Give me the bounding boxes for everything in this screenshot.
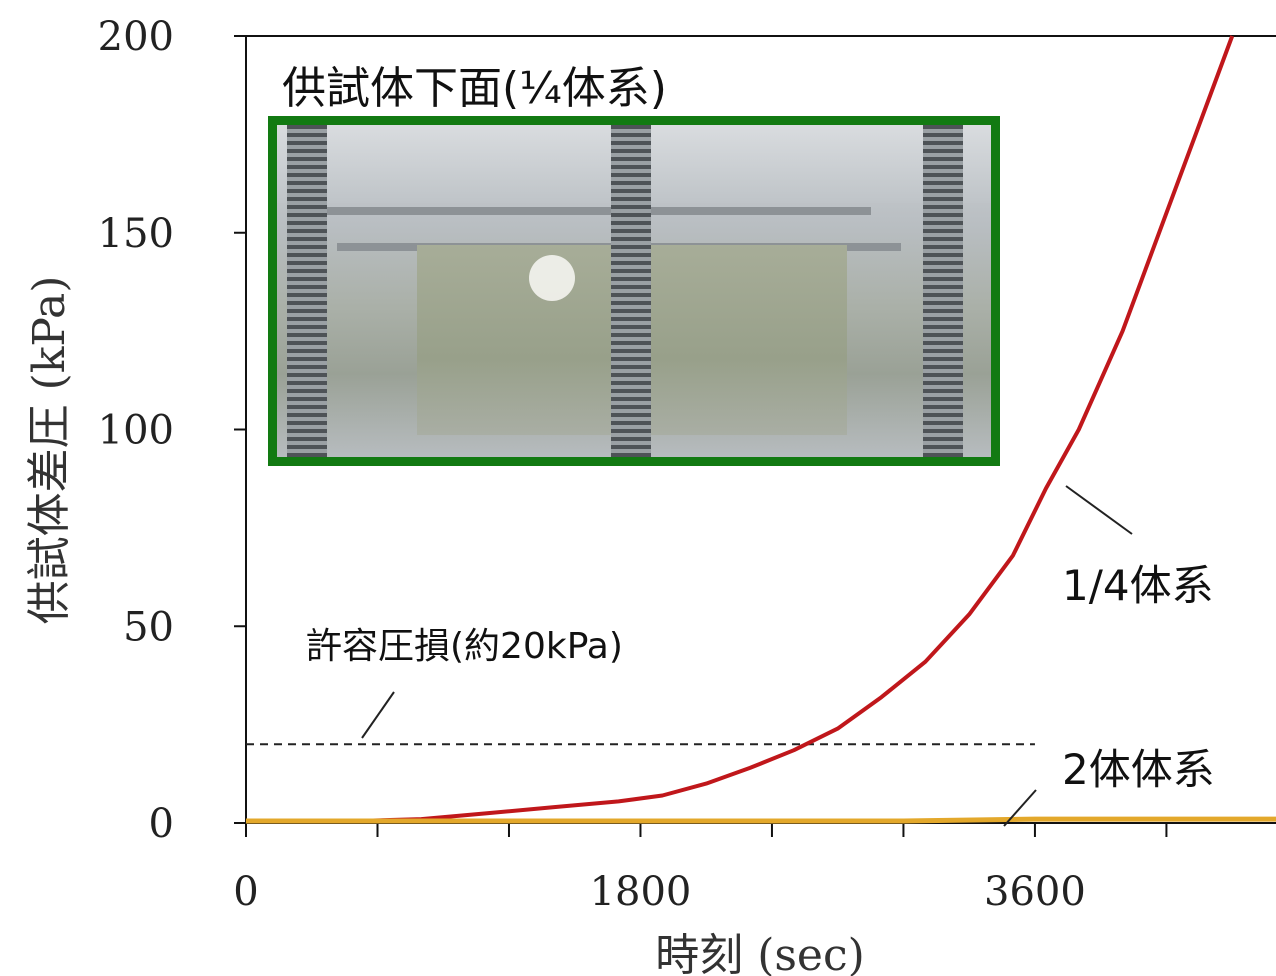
y-tick-label: 200	[98, 14, 174, 60]
series-line-quarter-system	[355, 35, 1235, 823]
y-tick-label: 50	[123, 604, 174, 650]
x-ticks: 0 1800 3600	[233, 823, 1168, 915]
photo-title: 供試体下面(¼体系)	[282, 63, 667, 114]
x-tick-label: 0	[233, 869, 258, 915]
two-body-system-leader-line	[1003, 789, 1037, 827]
y-tick-label: 150	[98, 211, 174, 257]
photo-crossbar	[317, 207, 871, 215]
tolerance-annotation: 許容圧損(約20kPa)	[306, 626, 623, 667]
specimen-photo	[268, 116, 1000, 466]
series-group	[246, 35, 1276, 824]
series-line-two-body-system	[246, 816, 1276, 824]
quarter-system-leader-line	[1065, 485, 1133, 535]
y-tick-label: 100	[98, 408, 174, 454]
y-tick-label: 0	[149, 801, 174, 847]
x-axis-title: 時刻 (sec)	[655, 930, 865, 976]
two-body-system-annotation: 2体体系	[1062, 745, 1215, 794]
y-axis-title: 供試体差圧 (kPa)	[24, 276, 75, 625]
x-tick-label: 1800	[590, 869, 692, 915]
x-tick-label: 3600	[984, 869, 1086, 915]
y-ticks: 0 50 100 150 200	[98, 14, 246, 847]
tolerance-leader-line	[361, 691, 395, 739]
photo-threaded-rod-right	[923, 125, 963, 457]
photo-threaded-rod-center	[611, 125, 651, 457]
quarter-system-annotation: 1/4体系	[1062, 561, 1214, 610]
photo-light-glare	[529, 255, 575, 301]
photo-threaded-rod-left	[287, 125, 327, 457]
